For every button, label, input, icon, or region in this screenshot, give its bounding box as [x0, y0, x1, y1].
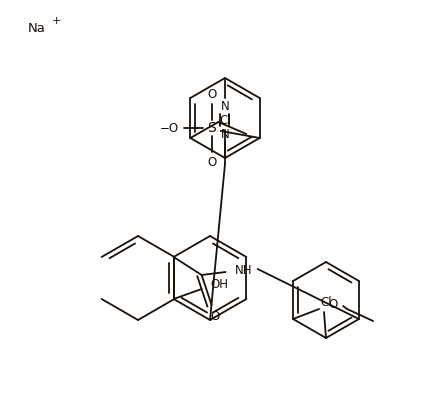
Text: O: O [328, 299, 338, 312]
Text: +: + [52, 16, 61, 26]
Text: OH: OH [211, 279, 229, 292]
Text: O: O [207, 87, 216, 100]
Text: Na: Na [28, 22, 46, 35]
Text: −O: −O [160, 121, 179, 134]
Text: O: O [210, 310, 219, 323]
Text: Cl: Cl [320, 296, 332, 309]
Text: S: S [207, 121, 216, 135]
Text: O: O [207, 156, 216, 169]
Text: NH: NH [235, 264, 252, 277]
Text: Cl: Cl [219, 113, 231, 126]
Text: N: N [221, 100, 230, 113]
Text: N: N [221, 128, 230, 141]
